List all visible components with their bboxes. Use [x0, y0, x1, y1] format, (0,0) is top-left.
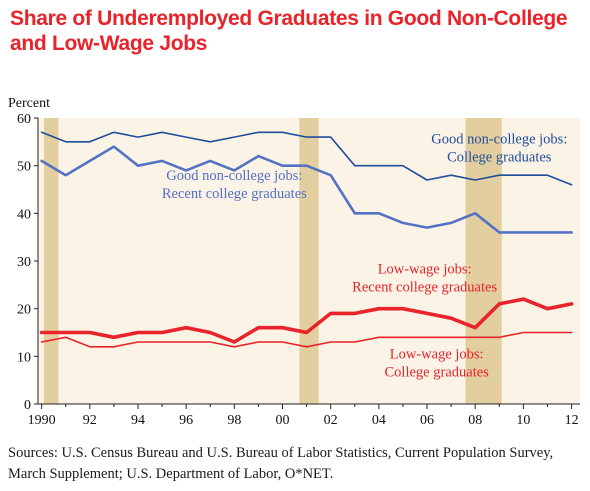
x-tick-label: 08 [468, 413, 482, 428]
x-tick-label: 1990 [28, 413, 56, 428]
x-tick-label: 12 [565, 413, 579, 428]
shaded-period-2 [299, 118, 319, 404]
y-tick-label: 40 [17, 207, 31, 222]
y-tick-label: 30 [17, 255, 31, 270]
chart-title: Share of Underemployed Graduates in Good… [10, 7, 568, 55]
series-line-1 [40, 131, 573, 186]
x-tick-label: 00 [276, 413, 290, 428]
shaded-period-1 [44, 118, 59, 404]
y-tick-label: 0 [24, 398, 31, 413]
y-tick-label: 60 [17, 112, 31, 127]
x-tick-label: 96 [179, 413, 193, 428]
series-annotation-3: Low-wage jobs: Recent college graduates [352, 261, 497, 295]
series-annotation-4: Low-wage jobs: College graduates [385, 347, 490, 381]
x-tick-label: 06 [420, 413, 434, 428]
series-annotation-1: Good non-college jobs: College graduates [431, 132, 567, 166]
x-tick-label: 10 [516, 413, 530, 428]
series-points-1 [41, 132, 572, 185]
shaded-period-3 [465, 118, 502, 404]
series-line-2 [40, 145, 573, 234]
series-annotation-2: Good non-college jobs: Recent college gra… [162, 168, 307, 202]
x-tick-label: 02 [324, 413, 338, 428]
line-chart: Percent 0 10 20 30 40 50 60 1990 92 94 96 98 00 02 04 06… [8, 96, 580, 428]
series-points-3 [41, 299, 572, 343]
x-tick-label: 92 [83, 413, 97, 428]
y-axis-label: Percent [8, 96, 50, 111]
source-note: Sources: U.S. Census Bureau and U.S. Bur… [8, 445, 554, 482]
y-tick-label: 10 [17, 350, 31, 365]
x-tick-label: 98 [227, 413, 241, 428]
x-tick-label: 04 [372, 413, 386, 428]
x-tick-label: 94 [131, 413, 145, 428]
series-points-2 [41, 146, 572, 233]
series-points-4 [41, 332, 572, 347]
y-tick-label: 50 [17, 160, 31, 175]
y-tick-label: 20 [17, 303, 31, 318]
